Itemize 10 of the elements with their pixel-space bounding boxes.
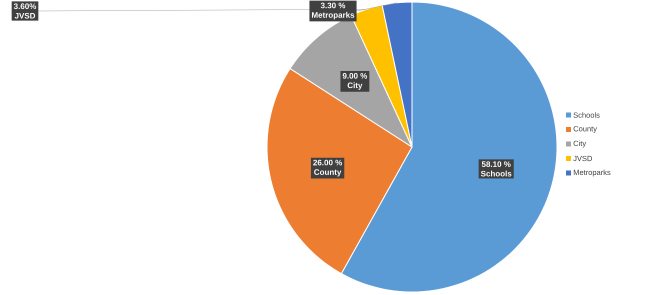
data-label: 26.00 % xyxy=(313,160,342,166)
data-label: 9.00 % xyxy=(342,73,368,79)
slice-label: Schools xyxy=(480,170,512,176)
data-label: 58.10 % xyxy=(482,161,511,167)
slice-label: County xyxy=(314,169,342,176)
slice-label: City xyxy=(348,82,362,90)
slice-label: Metroparks xyxy=(312,12,354,20)
slice-label: JVSD xyxy=(14,12,36,19)
data-label: 3.30 % xyxy=(320,2,346,8)
data-label: 3.60% xyxy=(14,3,36,10)
